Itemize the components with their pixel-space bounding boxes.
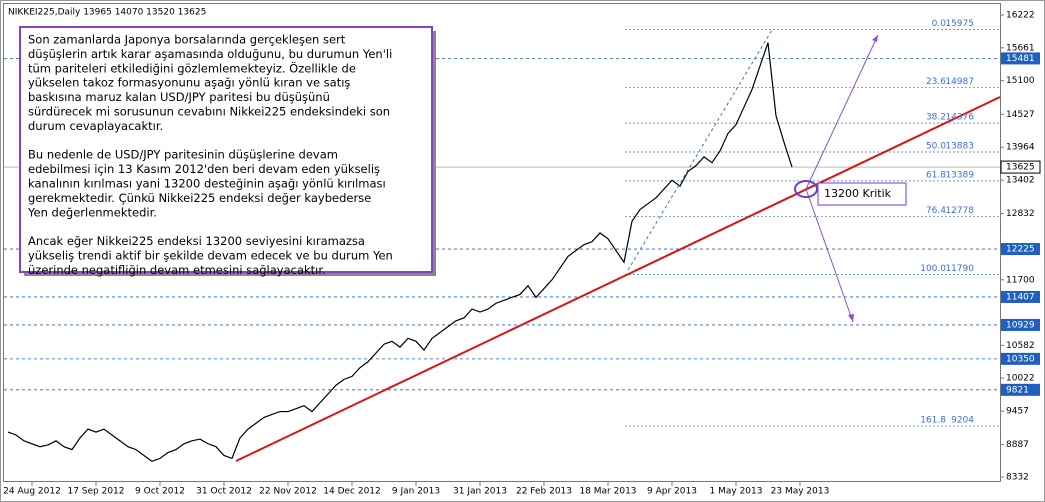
note-line: yükseliş trendi aktif bir şekilde devam … (28, 249, 393, 263)
note-line: tüm pariteleri etkilediğini gözlemlemekt… (28, 59, 356, 75)
y-tick-label: 9457 (1006, 407, 1029, 417)
level-box (1001, 52, 1040, 65)
level-label: 10350 (1006, 354, 1035, 364)
level-label: 9821 (1006, 385, 1029, 395)
highlight-circle (794, 180, 818, 198)
y-tick-label: 11700 (1006, 275, 1035, 285)
y-tick-label: 15661 (1006, 43, 1035, 53)
x-tick-label: 18 Mar 2013 (579, 487, 636, 497)
y-tick-label: 13402 (1006, 176, 1035, 186)
fib-price: 13389 (945, 170, 974, 180)
y-tick-label: 8332 (1006, 473, 1029, 483)
y-tick-label: 13964 (1006, 143, 1035, 153)
x-tick-label: 23 May 2013 (771, 487, 830, 497)
level-box (1001, 243, 1040, 256)
fib-level: 23.6 (926, 77, 946, 87)
fib-price: 15975 (945, 19, 974, 29)
note: Son zamanlarda Japonya borsalarında gerç… (19, 26, 436, 277)
chart-title: NIKKEI225,Daily 13965 14070 13520 13625 (8, 8, 206, 18)
arrow-up (805, 34, 879, 190)
callout-box (817, 182, 907, 206)
current-price-box (1000, 160, 1041, 174)
level-box (1001, 383, 1040, 396)
y-tick-label: 15100 (1006, 76, 1035, 86)
x-tick-label: 17 Sep 2012 (67, 487, 124, 497)
x-tick-label: 1 May 2013 (710, 487, 763, 497)
note-line: Yen değerlenmektedir. (27, 205, 157, 219)
fib-price: 14376 (945, 113, 974, 123)
x-tick-label: 9 Oct 2012 (135, 487, 185, 497)
note-line: Bu nedenle de USD/JPY paritesinin düşüşl… (28, 148, 338, 162)
x-tick-label: 24 Aug 2012 (3, 487, 61, 497)
note-line: sürdürecek mi sorusunun cevabını Nikkei2… (28, 105, 390, 119)
fib-price: 11790 (945, 264, 974, 274)
y-tick-label: 10022 (1006, 374, 1035, 384)
note-line: yükselen takoz formasyonunu aşağı yönlü … (28, 76, 350, 90)
note-line: Ancak eğer Nikkei225 endeksi 13200 seviy… (28, 234, 365, 248)
y-tick-label: 10582 (1006, 341, 1035, 351)
note-line: üzerinde negatifliğin devam etmesini sağ… (28, 263, 326, 277)
arrow-head (848, 314, 854, 322)
fib-level: 38.2 (926, 113, 946, 123)
level-label: 10929 (1006, 320, 1035, 330)
fib-price: 13883 (945, 141, 974, 151)
level-box (1001, 290, 1040, 303)
arrow-head (872, 35, 878, 42)
fib-level: 61.8 (926, 170, 946, 180)
fib-level: 76.4 (926, 206, 946, 216)
x-tick-label: 31 Oct 2012 (196, 487, 252, 497)
trend-line (235, 96, 1001, 462)
note-box (19, 26, 433, 273)
level-box (1001, 318, 1040, 331)
level-label: 12225 (1006, 245, 1035, 255)
callout: 13200 Kritik (824, 187, 892, 200)
x-tick-label: 31 Jan 2013 (453, 487, 507, 497)
y-tick-label: 14527 (1006, 110, 1035, 120)
fib-price: 9204 (951, 415, 974, 425)
note-line: düşüşlerin artık karar aşamasında olduğu… (28, 47, 392, 61)
note-line: baskısına maruz kalan USD/JPY paritesi b… (28, 90, 330, 104)
fib-base (627, 29, 773, 271)
y-tick-label: 12832 (1006, 209, 1035, 219)
note-line: durum cevaplayacaktır. (28, 119, 163, 133)
x-tick-label: 22 Nov 2012 (259, 487, 317, 497)
x-tick-label: 14 Dec 2012 (323, 487, 381, 497)
x-tick-label: 9 Jan 2013 (392, 487, 440, 497)
level-label: 15481 (1006, 54, 1035, 64)
arrow-down (805, 188, 854, 323)
level-box (1001, 352, 1040, 365)
x-tick-label: 22 Feb 2013 (516, 487, 572, 497)
current-price-label: 13625 (1006, 163, 1035, 173)
y-tick-label: 8887 (1006, 440, 1029, 450)
fib-level: 100.0 (920, 264, 946, 274)
price-line (7, 42, 793, 463)
note-line: kanalının kırılması yani 13200 desteğini… (28, 177, 386, 191)
x-tick-label: 9 Apr 2013 (647, 487, 697, 497)
plot-frame (3, 3, 1001, 482)
fib-level: 50.0 (926, 141, 946, 151)
note-line: gerekmektedir. Çünkü Nikkei225 endeksi d… (28, 191, 371, 205)
fib-price: 14987 (945, 77, 974, 87)
y-tick-label: 16222 (1006, 11, 1035, 21)
note-line: Son zamanlarda Japonya borsalarında gerç… (28, 33, 346, 47)
fib-level: 0.0 (932, 19, 947, 29)
fib-price: 12778 (945, 206, 974, 216)
level-label: 11407 (1006, 292, 1035, 302)
fib-level: 161.8 (920, 415, 946, 425)
note-line: edebilmesi için 13 Kasım 2012'den beri d… (28, 162, 380, 176)
